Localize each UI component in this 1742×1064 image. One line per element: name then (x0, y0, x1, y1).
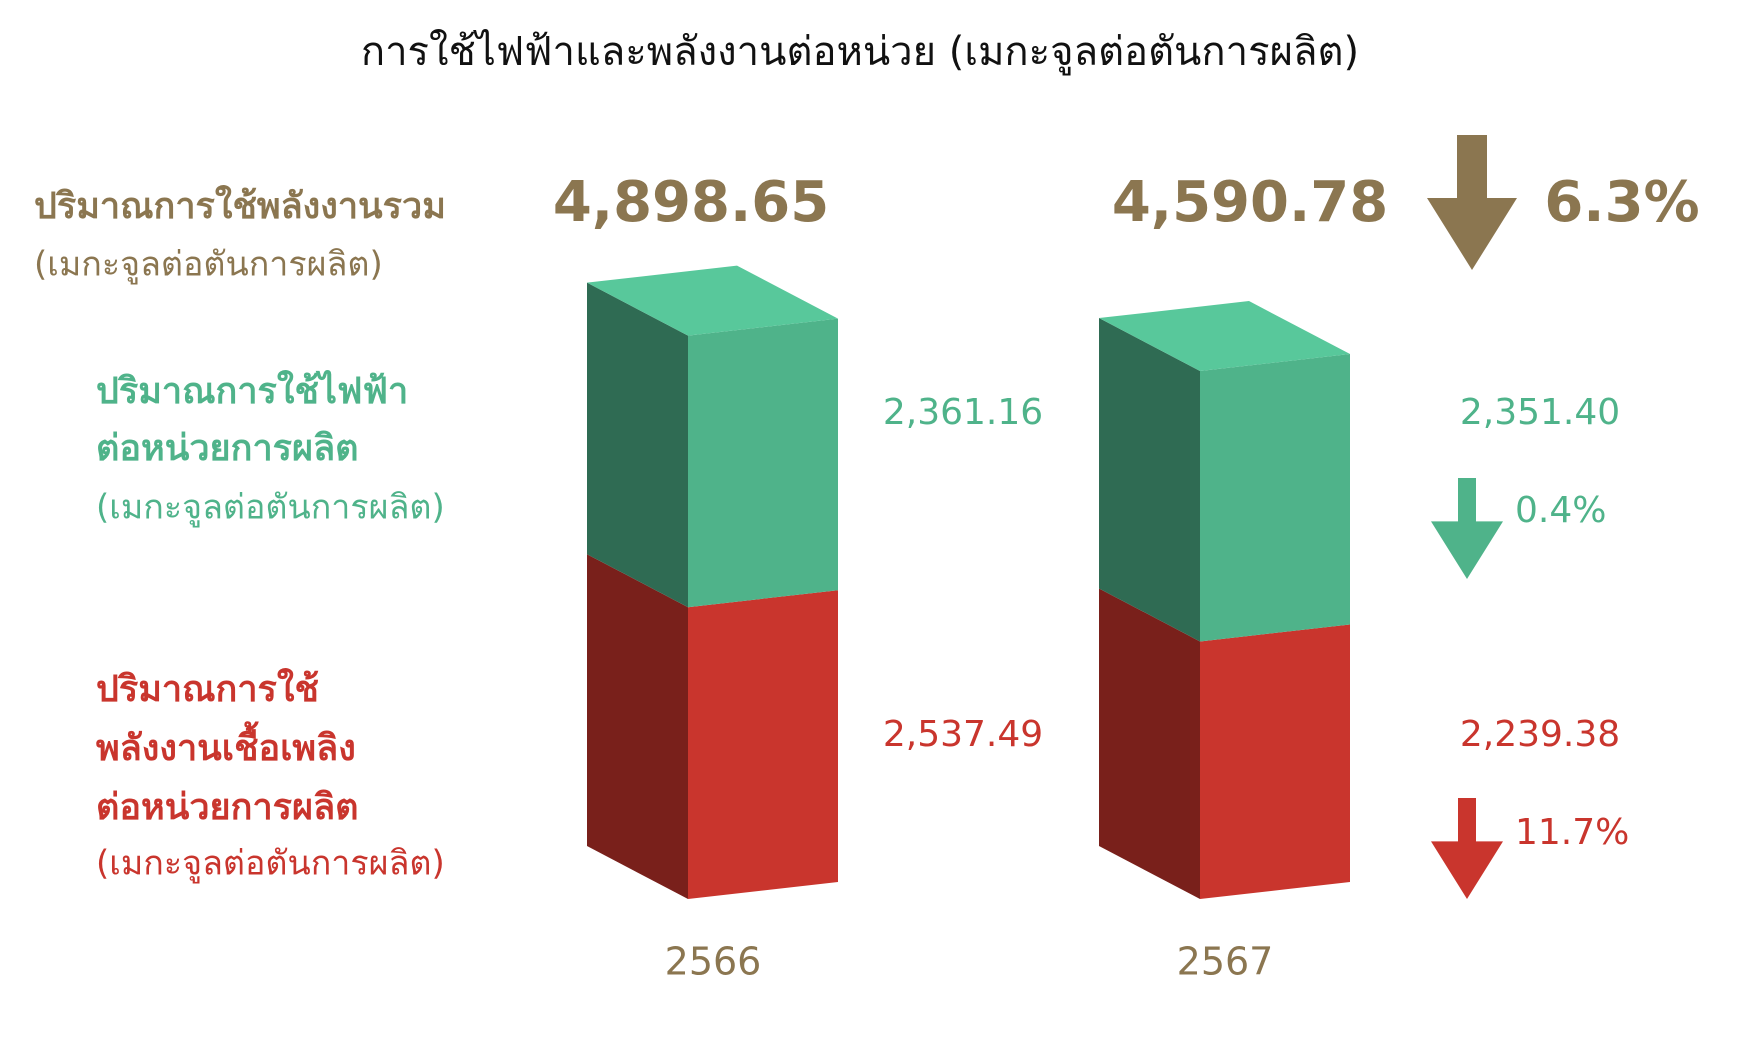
bar-side (1099, 318, 1200, 642)
bar-top (1099, 301, 1350, 372)
total-value: 4,590.78 (1112, 170, 1388, 235)
bar-segment (1099, 318, 1350, 642)
bar-front (1200, 354, 1350, 642)
x-tick-label: 2567 (1177, 940, 1274, 984)
bar-segment (587, 282, 838, 608)
change-arrow (1431, 798, 1503, 899)
series-label: พลังงานเชื้อเพลิง (96, 721, 356, 769)
x-tick-label: 2566 (665, 940, 762, 984)
change-arrow (1431, 478, 1503, 579)
change-label: 6.3% (1544, 170, 1699, 235)
bar-front (688, 590, 838, 899)
change-arrow (1427, 135, 1517, 270)
total-unit: (เมกะจูลต่อตันการผลิต) (34, 245, 383, 285)
series-label: ปริมาณการใช้ไฟฟ้า (96, 369, 408, 412)
bar-front (1200, 624, 1350, 899)
value-label: 2,351.40 (1460, 392, 1620, 433)
series-label: ปริมาณการใช้ (96, 667, 319, 710)
series-label: ต่อหน่วยการผลิต (96, 787, 359, 828)
series-unit: (เมกะจูลต่อตันการผลิต) (96, 844, 445, 884)
change-label: 11.7% (1515, 812, 1629, 853)
series-label: ต่อหน่วยการผลิต (96, 428, 359, 469)
bar-segment (1099, 588, 1350, 899)
change-label: 0.4% (1515, 490, 1606, 531)
bar-side (1099, 588, 1200, 899)
bar-side (587, 282, 688, 608)
bar-top (587, 265, 838, 336)
total-label: ปริมาณการใช้พลังงานรวม (34, 184, 446, 227)
chart-title: การใช้ไฟฟ้าและพลังงานต่อหน่วย (เมกะจูลต่… (361, 28, 1359, 75)
value-label: 2,537.49 (883, 714, 1043, 755)
value-label: 2,239.38 (1460, 714, 1620, 755)
bar-front (688, 318, 838, 608)
series-unit: (เมกะจูลต่อตันการผลิต) (96, 488, 445, 528)
total-value: 4,898.65 (553, 170, 829, 235)
value-label: 2,361.16 (883, 392, 1043, 433)
bar-segment (587, 554, 838, 899)
bar-side (587, 554, 688, 899)
